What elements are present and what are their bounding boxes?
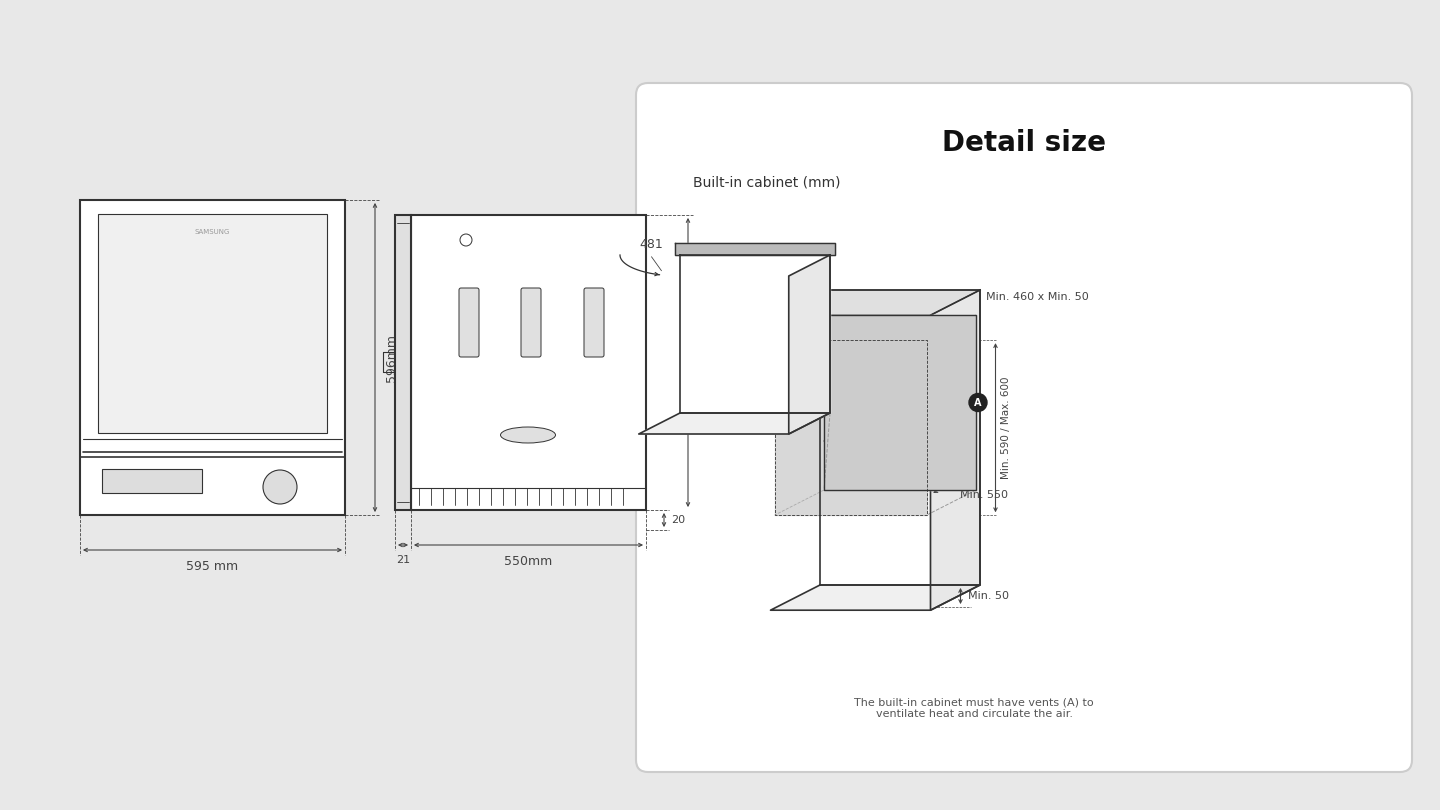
Text: 560: 560 <box>743 347 768 360</box>
Text: SAMSUNG: SAMSUNG <box>194 229 230 235</box>
Polygon shape <box>675 243 835 255</box>
Text: Min. 550: Min. 550 <box>960 489 1008 500</box>
Polygon shape <box>98 214 327 433</box>
Text: 550mm: 550mm <box>504 555 553 568</box>
Text: Min. 50: Min. 50 <box>969 591 1009 601</box>
Text: A: A <box>975 398 982 407</box>
Text: 21: 21 <box>396 555 410 565</box>
Polygon shape <box>410 215 647 510</box>
Text: The built-in cabinet must have vents (A) to
ventilate heat and circulate the air: The built-in cabinet must have vents (A)… <box>854 697 1094 718</box>
Text: 595 mm: 595 mm <box>186 560 239 573</box>
Text: 559mm: 559mm <box>698 339 711 386</box>
Text: Min. 590 / Max. 600: Min. 590 / Max. 600 <box>1001 377 1011 479</box>
Polygon shape <box>789 255 829 434</box>
Text: 596mm: 596mm <box>384 334 397 382</box>
Circle shape <box>264 470 297 504</box>
Text: 579: 579 <box>726 299 749 312</box>
Polygon shape <box>395 215 410 510</box>
Text: Min. 460 x Min. 50: Min. 460 x Min. 50 <box>986 292 1089 302</box>
Polygon shape <box>770 585 981 610</box>
FancyBboxPatch shape <box>636 83 1413 772</box>
Polygon shape <box>824 315 976 490</box>
FancyBboxPatch shape <box>521 288 541 357</box>
Ellipse shape <box>501 427 556 443</box>
Polygon shape <box>819 290 981 585</box>
Polygon shape <box>102 469 202 493</box>
FancyBboxPatch shape <box>585 288 603 357</box>
Text: Built-in cabinet (mm): Built-in cabinet (mm) <box>693 176 841 190</box>
Polygon shape <box>770 290 981 315</box>
FancyBboxPatch shape <box>459 288 480 357</box>
Text: 20: 20 <box>671 515 685 525</box>
Text: 481: 481 <box>639 238 664 251</box>
Text: Detail size: Detail size <box>942 129 1106 157</box>
Polygon shape <box>639 413 829 434</box>
Circle shape <box>969 394 986 411</box>
Polygon shape <box>680 255 829 413</box>
Polygon shape <box>930 290 981 610</box>
Text: Min. 560: Min. 560 <box>876 451 924 461</box>
Polygon shape <box>81 200 346 515</box>
Polygon shape <box>775 340 926 515</box>
